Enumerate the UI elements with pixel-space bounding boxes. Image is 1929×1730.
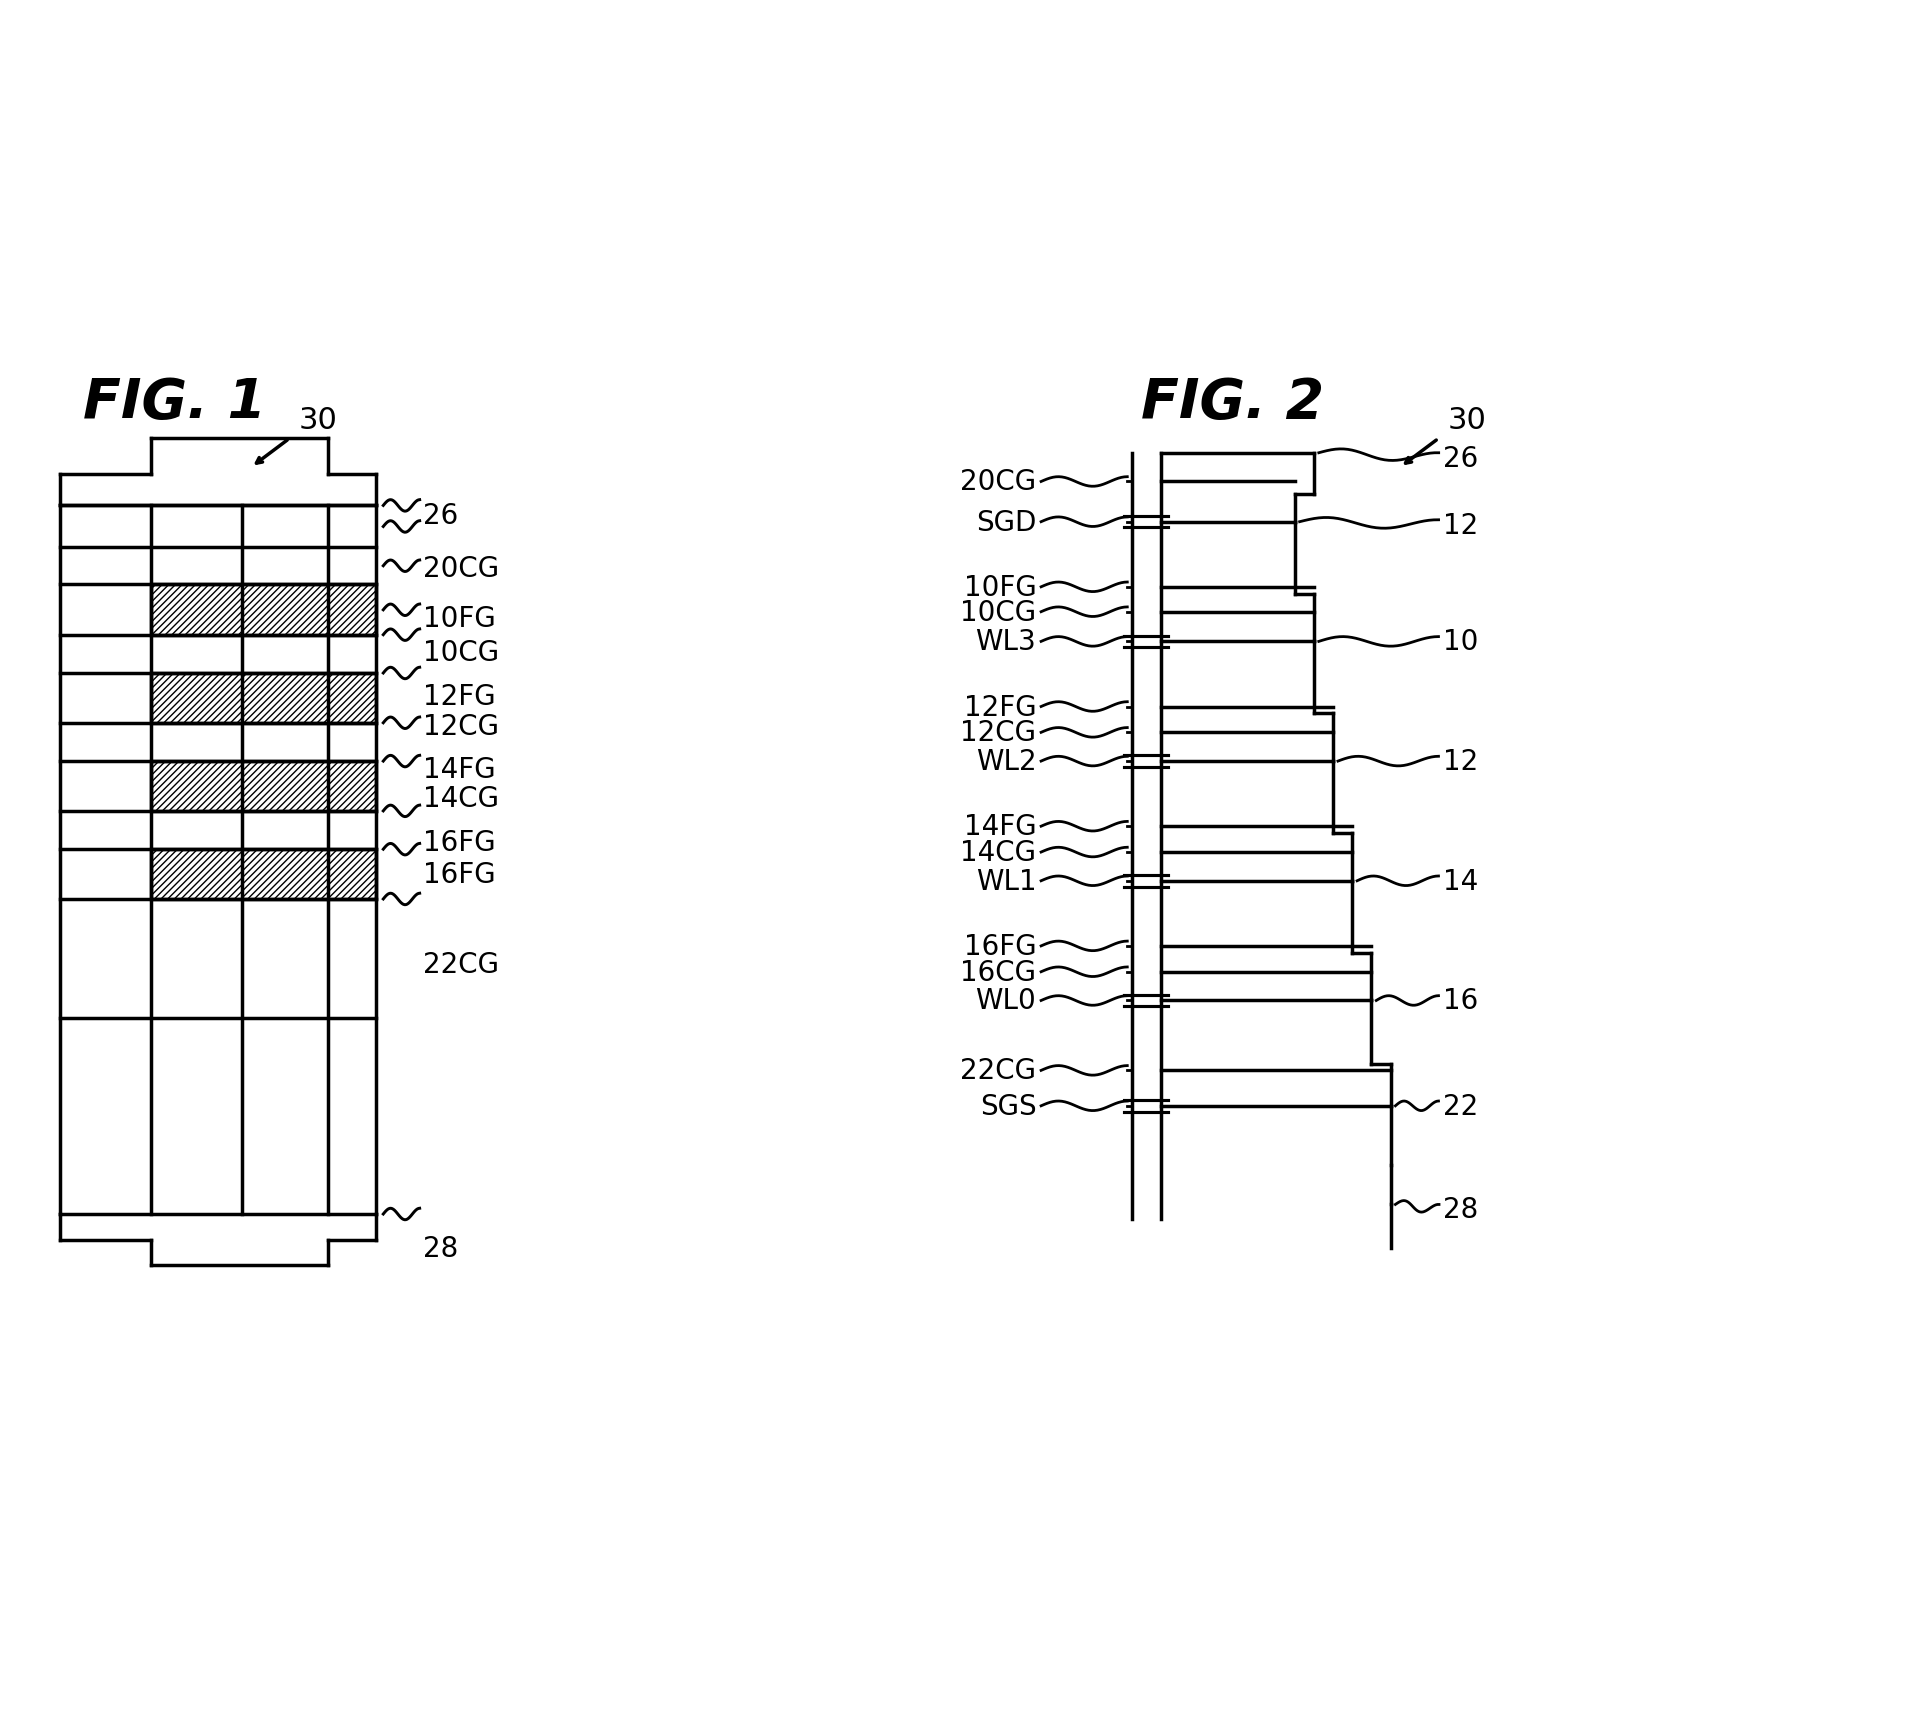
Text: 14: 14 <box>1443 867 1478 894</box>
Bar <box>150 673 376 723</box>
Text: 30: 30 <box>1449 405 1487 434</box>
Text: 14CG: 14CG <box>961 839 1036 867</box>
Text: SGD: SGD <box>976 509 1036 536</box>
Text: 30: 30 <box>299 405 338 434</box>
Text: 12CG: 12CG <box>424 713 500 740</box>
Text: 22CG: 22CG <box>961 1057 1036 1085</box>
Text: 12CG: 12CG <box>961 720 1036 747</box>
Text: 22: 22 <box>1443 1092 1478 1119</box>
Text: 14CG: 14CG <box>424 785 500 813</box>
Bar <box>150 761 376 811</box>
Text: 10: 10 <box>1443 628 1480 656</box>
Text: 10FG: 10FG <box>964 573 1036 602</box>
Text: 26: 26 <box>1443 445 1478 472</box>
Text: 16FG: 16FG <box>964 932 1036 960</box>
Text: 14FG: 14FG <box>964 813 1036 841</box>
Text: 10FG: 10FG <box>424 606 496 633</box>
Text: 10CG: 10CG <box>424 638 500 666</box>
Text: 14FG: 14FG <box>424 756 496 784</box>
Text: FIG. 2: FIG. 2 <box>1142 375 1323 429</box>
Text: WL1: WL1 <box>976 867 1036 894</box>
Text: 20CG: 20CG <box>961 469 1036 497</box>
Text: 16FG: 16FG <box>424 829 496 856</box>
Text: 16FG: 16FG <box>424 860 496 889</box>
Bar <box>150 585 376 635</box>
Text: 12FG: 12FG <box>424 683 496 711</box>
Text: FIG. 1: FIG. 1 <box>83 375 266 429</box>
Text: 22CG: 22CG <box>424 950 500 979</box>
Text: 20CG: 20CG <box>424 554 500 583</box>
Bar <box>150 849 376 900</box>
Text: 26: 26 <box>424 502 459 529</box>
Text: WL2: WL2 <box>976 747 1036 775</box>
Text: 12: 12 <box>1443 747 1478 775</box>
Text: 28: 28 <box>424 1233 459 1261</box>
Text: WL3: WL3 <box>976 628 1036 656</box>
Text: 16: 16 <box>1443 986 1478 1016</box>
Text: 12: 12 <box>1443 512 1478 540</box>
Text: 12FG: 12FG <box>964 694 1036 721</box>
Text: 16CG: 16CG <box>961 958 1036 986</box>
Text: 10CG: 10CG <box>961 599 1036 626</box>
Text: SGS: SGS <box>980 1092 1036 1119</box>
Text: 28: 28 <box>1443 1195 1478 1223</box>
Text: WL0: WL0 <box>976 986 1036 1016</box>
